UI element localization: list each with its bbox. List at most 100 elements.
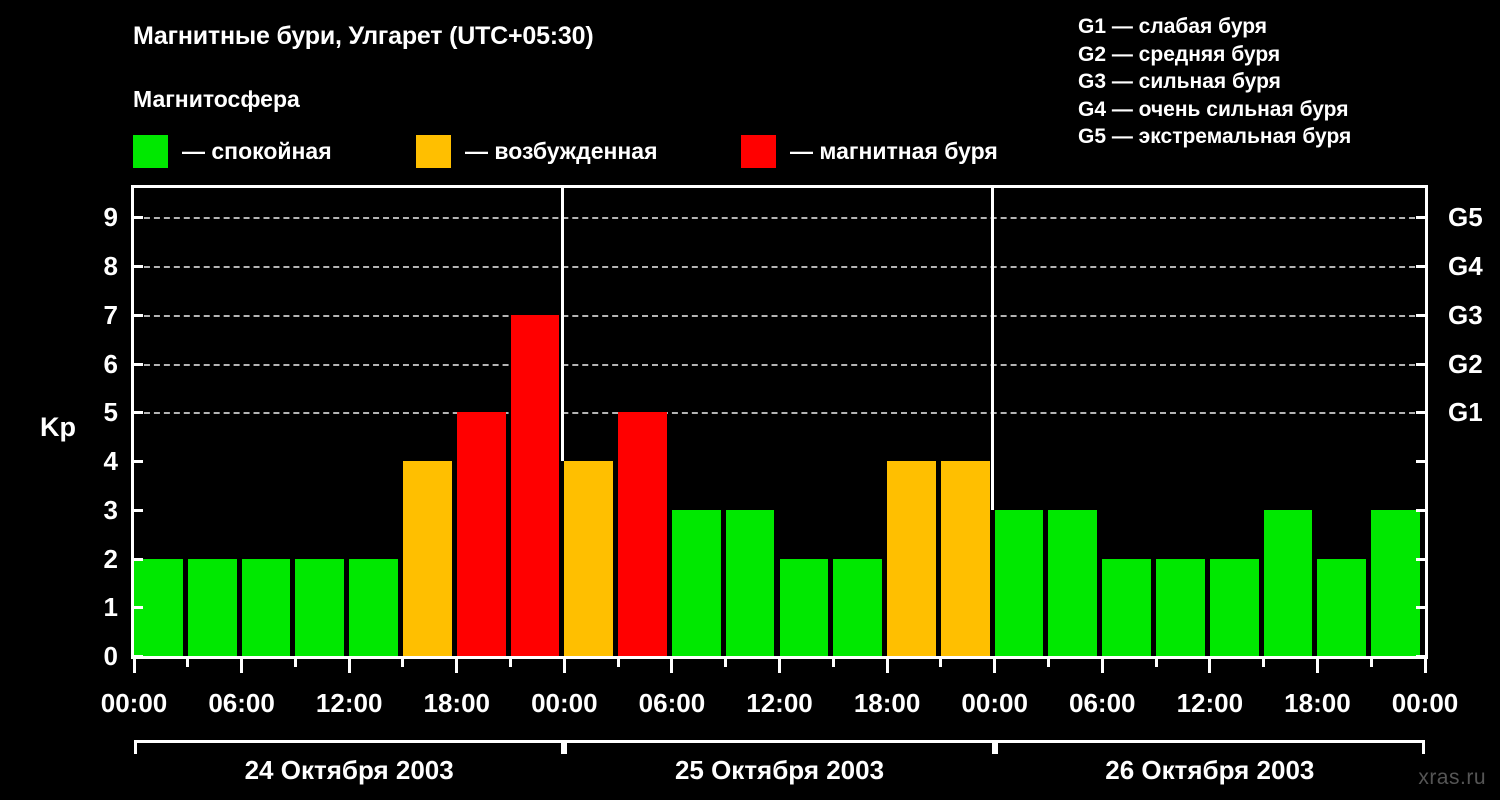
bar bbox=[402, 461, 452, 656]
bar bbox=[1156, 558, 1205, 656]
bar bbox=[456, 412, 506, 656]
right-axis-tick-mark bbox=[1416, 313, 1425, 317]
x-axis-major-tick bbox=[1315, 659, 1319, 673]
bar bbox=[1317, 558, 1367, 656]
bar bbox=[295, 558, 345, 656]
x-axis-tick-label: 00:00 bbox=[961, 688, 1028, 718]
bar bbox=[241, 558, 291, 656]
x-axis-tick-label: 12:00 bbox=[1176, 688, 1244, 718]
magnetosphere-section-label: Магнитосфера bbox=[133, 86, 300, 112]
right-axis-tick-mark bbox=[1416, 460, 1425, 463]
bar bbox=[1371, 509, 1420, 656]
x-axis-major-tick bbox=[993, 659, 997, 673]
y-axis-tick-label: 6 bbox=[103, 348, 118, 379]
y-axis-tick-label: 3 bbox=[103, 494, 118, 525]
legend-swatch-calm bbox=[133, 134, 168, 168]
bar bbox=[725, 509, 775, 656]
x-axis-major-tick bbox=[562, 659, 566, 673]
right-axis-tick-mark bbox=[1416, 362, 1425, 366]
gscale-code-g5: G5 bbox=[1078, 125, 1107, 148]
gscale-desc-g2: — средняя буря bbox=[1106, 42, 1281, 66]
bar bbox=[564, 461, 614, 656]
gscale-desc-g1: — слабая буря bbox=[1106, 15, 1268, 38]
gscale-code-g1: G1 bbox=[1078, 15, 1107, 38]
day-label: 26 Октября 2003 bbox=[1105, 755, 1315, 785]
x-axis-tick-label: 18:00 bbox=[1284, 688, 1351, 718]
x-axis-tick-label: 06:00 bbox=[208, 688, 275, 718]
gscale-legend: G1 — слабая буря G2 — средняя буря G3 — си… bbox=[1068, 13, 1488, 151]
gridline-kp-9 bbox=[134, 217, 1425, 220]
bar bbox=[1263, 509, 1313, 656]
x-axis-major-tick bbox=[240, 659, 244, 673]
y-axis-tick-mark bbox=[134, 216, 143, 220]
gscale-row-g2: G2 — средняя буря bbox=[1068, 41, 1488, 69]
y-axis-tick-mark bbox=[134, 460, 143, 463]
y-axis-tick-mark bbox=[134, 655, 143, 658]
x-axis-major-tick bbox=[1100, 659, 1104, 673]
bar bbox=[349, 558, 398, 656]
gridline-kp-5 bbox=[134, 412, 1425, 415]
legend-label-storm: — магнитная буря bbox=[790, 137, 998, 164]
gridline-kp-8 bbox=[134, 266, 1425, 268]
x-axis-minor-tick bbox=[401, 659, 405, 667]
right-axis-tick-mark bbox=[1416, 216, 1425, 220]
right-axis-tick-label: G5 bbox=[1448, 202, 1483, 233]
x-axis-minor-tick bbox=[509, 659, 513, 667]
x-axis-major-tick bbox=[670, 659, 674, 673]
page-title: Магнитные бури, Улгарет (UTC+05:30) bbox=[133, 22, 594, 50]
bar bbox=[671, 509, 721, 656]
y-axis-tick-label: 5 bbox=[103, 397, 118, 428]
y-axis-tick-label: 9 bbox=[103, 202, 118, 233]
x-axis-tick-label: 18:00 bbox=[853, 688, 921, 718]
y-axis-tick-label: 0 bbox=[103, 641, 118, 671]
gscale-row-g4: G4 — очень сильная буря bbox=[1068, 96, 1488, 124]
x-axis-tick-label: 00:00 bbox=[100, 688, 168, 718]
bar bbox=[618, 412, 667, 656]
x-axis-minor-tick bbox=[831, 659, 835, 667]
right-axis-tick-mark bbox=[1416, 655, 1425, 658]
x-axis-major-tick bbox=[885, 659, 889, 673]
gscale-code-g3: G3 bbox=[1078, 70, 1107, 93]
gscale-code-g4: G4 bbox=[1078, 97, 1107, 121]
day-label: 24 Октября 2003 bbox=[244, 755, 454, 785]
x-axis-tick-label: 00:00 bbox=[1391, 688, 1459, 718]
day-bracket bbox=[134, 740, 565, 754]
chart-plot-area bbox=[131, 185, 1428, 659]
y-axis-tick-label: 4 bbox=[103, 446, 118, 476]
bar bbox=[1209, 558, 1259, 656]
bar bbox=[1048, 509, 1098, 656]
bar bbox=[887, 461, 936, 656]
x-axis-tick-label: 12:00 bbox=[746, 688, 813, 718]
gscale-row-g3: G3 — сильная буря bbox=[1068, 68, 1488, 96]
watermark: xras.ru bbox=[1418, 766, 1486, 789]
day-separator bbox=[560, 188, 564, 461]
bar bbox=[833, 558, 883, 656]
day-separator bbox=[991, 188, 995, 510]
gscale-desc-g5: — экстремальная буря bbox=[1106, 125, 1352, 148]
y-axis-title: Kp bbox=[40, 412, 76, 442]
x-axis-minor-tick bbox=[1369, 659, 1373, 667]
right-axis-tick-label: G1 bbox=[1448, 397, 1483, 428]
day-label: 25 Октября 2003 bbox=[674, 755, 885, 785]
legend-entry-storm: — магнитная буря bbox=[741, 134, 998, 168]
legend-entry-calm: — спокойная bbox=[133, 134, 332, 168]
x-axis-major-tick bbox=[455, 659, 459, 673]
x-axis-major-tick bbox=[1423, 659, 1427, 673]
legend-entry-unsettled: — возбужденная bbox=[416, 134, 658, 168]
day-bracket bbox=[564, 740, 995, 754]
x-axis-minor-tick bbox=[186, 659, 190, 667]
legend-label-unsettled: — возбужденная bbox=[465, 137, 658, 164]
y-axis-tick-mark bbox=[134, 508, 143, 512]
x-axis-minor-tick bbox=[724, 659, 728, 667]
x-axis-minor-tick bbox=[1046, 659, 1050, 667]
gridline-kp-6 bbox=[134, 363, 1425, 366]
y-axis-tick-mark bbox=[134, 411, 143, 415]
bar bbox=[940, 461, 990, 656]
right-axis-tick-mark bbox=[1416, 265, 1425, 268]
y-axis-tick-mark bbox=[134, 557, 143, 561]
x-axis-tick-label: 06:00 bbox=[1069, 688, 1136, 718]
x-axis-minor-tick bbox=[939, 659, 943, 667]
legend-swatch-storm bbox=[741, 134, 776, 168]
bar bbox=[1102, 558, 1152, 656]
x-axis-major-tick bbox=[347, 659, 351, 673]
